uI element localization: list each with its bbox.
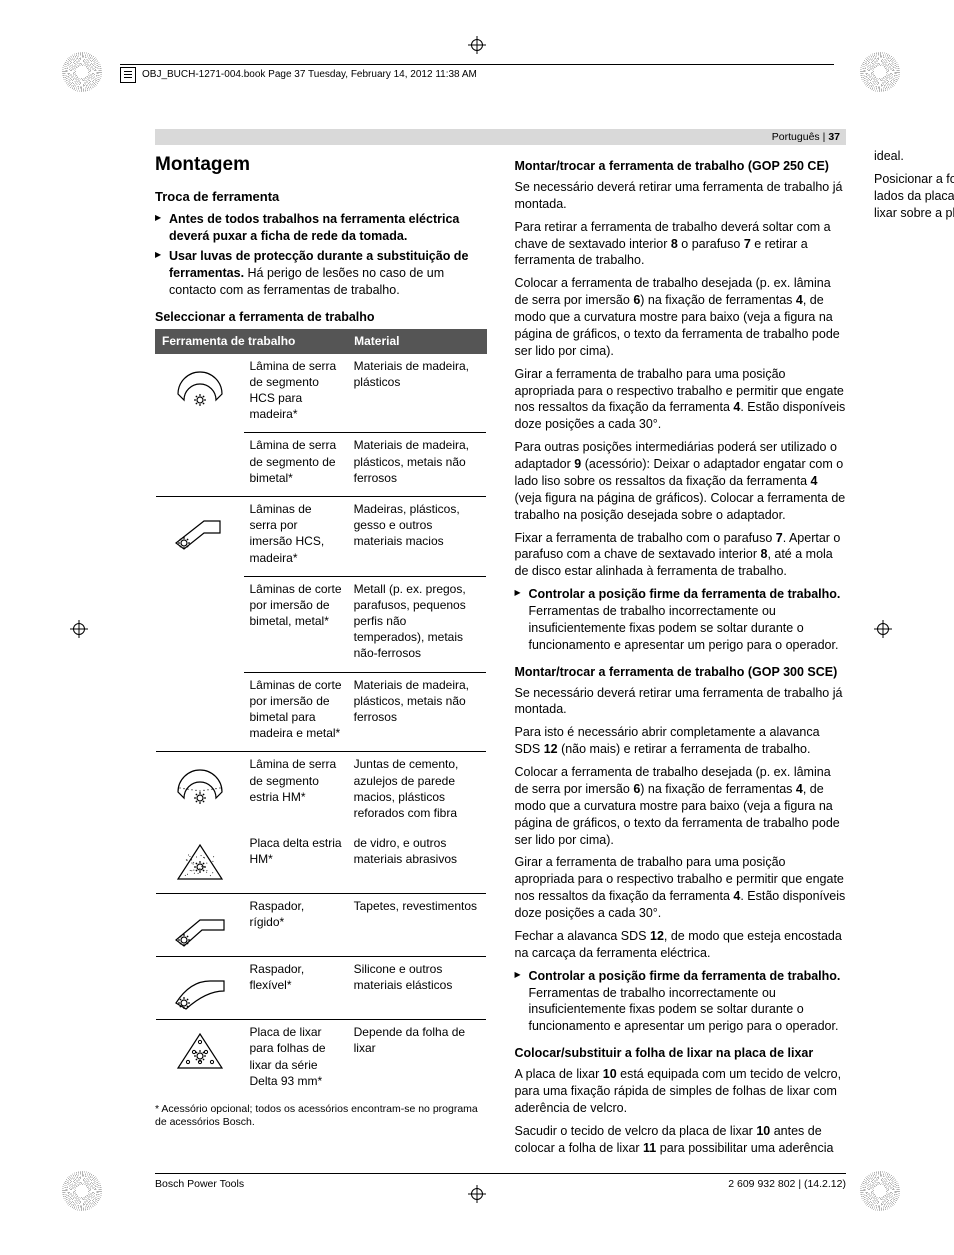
instruction-list: Controlar a posição firme da ferramenta … (515, 968, 847, 1036)
registration-mark (468, 36, 486, 54)
tool-name: Placa de lixar para folhas de lixar da s… (244, 1020, 348, 1099)
section-heading: Montar/trocar a ferramenta de trabalho (… (515, 158, 847, 175)
body-paragraph: Girar a ferramenta de trabalho para uma … (515, 366, 847, 434)
body-paragraph: Para isto é necessário abrir completamen… (515, 724, 847, 758)
body-paragraph: A placa de lixar 10 está equipada com um… (515, 1066, 847, 1117)
th-material: Material (348, 330, 486, 353)
print-mark (62, 52, 102, 92)
body-paragraph: Girar a ferramenta de trabalho para uma … (515, 854, 847, 922)
registration-mark (70, 620, 88, 638)
tool-image (156, 752, 244, 831)
tool-name: Lâminas de corte por imersão de bimetal,… (244, 576, 348, 672)
book-header: OBJ_BUCH-1271-004.book Page 37 Tuesday, … (120, 64, 834, 83)
tool-material: de vidro, e outros materiais abrasivos (348, 831, 486, 894)
tool-material: Silicone e outros materiais elásticos (348, 957, 486, 1020)
tool-image (156, 496, 244, 751)
body-paragraph: Colocar a ferramenta de trabalho desejad… (515, 275, 847, 359)
h3-select-tool: Seleccionar a ferramenta de trabalho (155, 309, 487, 326)
footer-right: 2 609 932 802 | (14.2.12) (728, 1177, 846, 1191)
page-lang: Português | (772, 130, 826, 144)
print-mark (860, 1171, 900, 1211)
tool-material: Materiais de madeira, plásticos, metais … (348, 672, 486, 752)
instruction-item: Controlar a posição firme da ferramenta … (515, 968, 847, 1036)
body-paragraph: Fixar a ferramenta de trabalho com o par… (515, 530, 847, 581)
safety-item: Antes de todos trabalhos na ferramenta e… (155, 211, 487, 245)
page-bar: Português | 37 (155, 129, 846, 145)
tool-material: Tapetes, revestimentos (348, 894, 486, 957)
instruction-rest: Ferramentas de trabalho incorrectamente … (529, 986, 839, 1034)
body-paragraph: Colocar a ferramenta de trabalho desejad… (515, 764, 847, 848)
body-paragraph: Para retirar a ferramenta de trabalho de… (515, 219, 847, 270)
tool-image (156, 894, 244, 957)
body-paragraph: Se necessário deverá retirar uma ferrame… (515, 179, 847, 213)
book-header-text: OBJ_BUCH-1271-004.book Page 37 Tuesday, … (142, 68, 477, 82)
page-footer: Bosch Power Tools 2 609 932 802 | (14.2.… (155, 1173, 846, 1191)
tool-material: Metall (p. ex. pregos, parafusos, pequen… (348, 576, 486, 672)
instruction-rest: Ferramentas de trabalho incorrectamente … (529, 604, 839, 652)
body-paragraph: Se necessário deverá retirar uma ferrame… (515, 685, 847, 719)
tool-material: Depende da folha de lixar (348, 1020, 486, 1099)
tool-table: Ferramenta de trabalho Material Lâmina d… (155, 329, 487, 1098)
tool-material: Juntas de cemento, azulejos de parede ma… (348, 752, 486, 831)
tool-material: Madeiras, plásticos, gesso e outros mate… (348, 496, 486, 576)
table-footnote: * Acessório opcional; todos os acessório… (155, 1103, 487, 1129)
print-mark (860, 52, 900, 92)
body-paragraph: Posicionar a folha de lixar 11 de forma … (874, 171, 954, 222)
tool-name: Placa delta estria HM* (244, 831, 348, 894)
instruction-lead: Controlar a posição firme da ferramenta … (529, 969, 841, 983)
body-paragraph: Fechar a alavanca SDS 12, de modo que es… (515, 928, 847, 962)
h1-montagem: Montagem (155, 152, 487, 178)
registration-mark (874, 620, 892, 638)
tool-image (156, 831, 244, 894)
section-heading: Montar/trocar a ferramenta de trabalho (… (515, 664, 847, 681)
tool-name: Raspador, rígido* (244, 894, 348, 957)
tool-name: Lâmina de serra de segmento estria HM* (244, 752, 348, 831)
safety-lead: Antes de todos trabalhos na ferramenta e… (169, 212, 459, 243)
page-number: 37 (828, 130, 840, 144)
tool-material: Materiais de madeira, plásticos, metais … (348, 433, 486, 497)
tool-name: Lâmina de serra de segmento HCS para mad… (244, 353, 348, 433)
tool-image (156, 1020, 244, 1099)
body-paragraph: Para outras posições intermediárias pode… (515, 439, 847, 523)
th-tool: Ferramenta de trabalho (156, 330, 348, 353)
instruction-list: Controlar a posição firme da ferramenta … (515, 586, 847, 654)
tool-material: Materiais de madeira, plásticos (348, 353, 486, 433)
section-heading: Colocar/substituir a folha de lixar na p… (515, 1045, 847, 1062)
tool-image (156, 957, 244, 1020)
footer-left: Bosch Power Tools (155, 1177, 244, 1191)
tool-name: Lâminas de serra por imersão HCS, madeir… (244, 496, 348, 576)
book-icon (120, 67, 136, 83)
tool-name: Lâminas de corte por imersão de bimetal … (244, 672, 348, 752)
instruction-item: Controlar a posição firme da ferramenta … (515, 586, 847, 654)
safety-list: Antes de todos trabalhos na ferramenta e… (155, 211, 487, 298)
h2-troca: Troca de ferramenta (155, 188, 487, 206)
instruction-lead: Controlar a posição firme da ferramenta … (529, 587, 841, 601)
tool-name: Raspador, flexível* (244, 957, 348, 1020)
tool-image (156, 353, 244, 496)
tool-name: Lâmina de serra de segmento de bimetal* (244, 433, 348, 497)
safety-item: Usar luvas de protecção durante a substi… (155, 248, 487, 299)
print-mark (62, 1171, 102, 1211)
